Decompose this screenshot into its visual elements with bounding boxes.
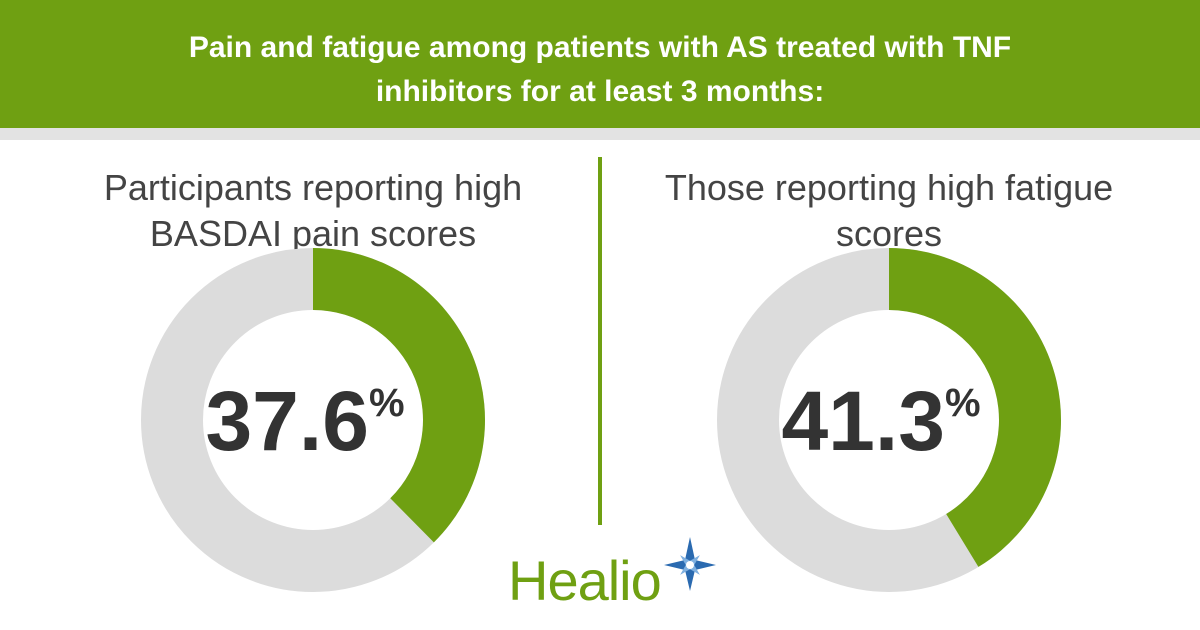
logo-text: Healio xyxy=(508,549,661,612)
value-label: 37.6% xyxy=(205,374,404,468)
value-label: 41.3% xyxy=(781,374,980,468)
chart-title: Those reporting high fatigue scores xyxy=(664,167,1114,254)
donut-segment xyxy=(889,248,1061,567)
value-unit: % xyxy=(945,381,981,425)
header-strip xyxy=(0,128,1200,140)
header-band xyxy=(0,0,1200,128)
value-number: 37.6 xyxy=(205,374,369,468)
header-title: Pain and fatigue among patients with AS … xyxy=(188,31,1012,108)
chart-title: Participants reporting high BASDAI pain … xyxy=(103,167,523,254)
logo-star xyxy=(664,537,716,591)
divider xyxy=(598,157,602,525)
donut-segment xyxy=(313,248,485,543)
value-number: 41.3 xyxy=(781,374,945,468)
value-unit: % xyxy=(369,381,405,425)
